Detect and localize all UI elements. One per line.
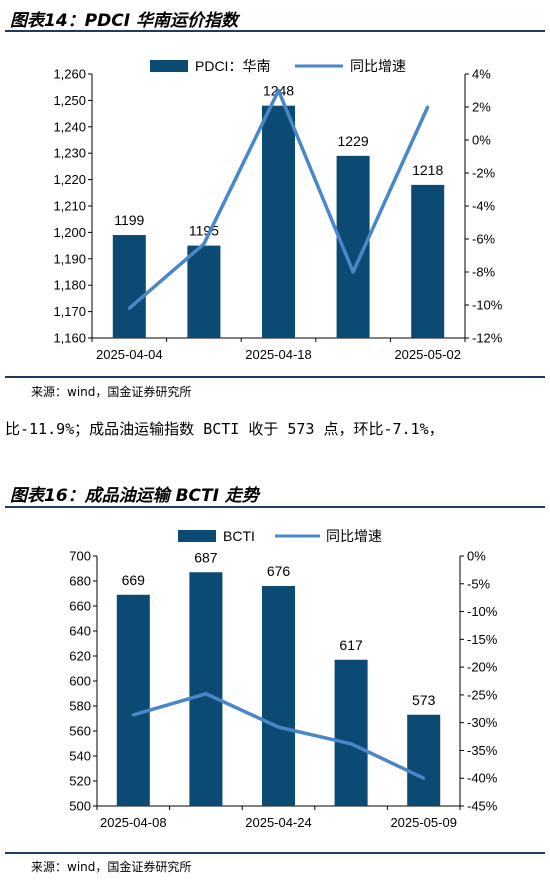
chart1-y2-tick-label: -6% xyxy=(472,232,496,247)
chart1-y-tick-label: 1,190 xyxy=(53,251,86,266)
chart1-bar xyxy=(112,235,146,338)
chart1-y2-tick-label: -2% xyxy=(472,166,496,181)
chart2-y-tick-label: 700 xyxy=(69,549,91,564)
chart2-title: 图表16：成品油运输 BCTI 走势 xyxy=(10,486,259,506)
chart2-y-tick-label: 580 xyxy=(69,699,91,714)
chart2-yoy-point xyxy=(422,776,426,780)
chart2-y2-tick-label: -20% xyxy=(467,660,498,675)
chart1-y2-tick-label: 0% xyxy=(472,133,491,148)
chart2-y2-tick-label: -15% xyxy=(467,632,498,647)
chart1-legend-bar-swatch xyxy=(150,60,188,72)
chart1-yoy-point xyxy=(127,306,131,310)
chart2-y-tick-label: 500 xyxy=(69,799,91,814)
chart1-source: 来源：wind，国金证券研究所 xyxy=(31,385,192,399)
chart1-svg: PDCI：华南 同比增速 1,160 1,170 1,180 1,190 1,200 1,21… xyxy=(53,58,503,362)
chart1-y-tick-label: 1,260 xyxy=(53,67,86,82)
chart1-y-tick-label: 1,250 xyxy=(53,93,86,108)
chart2-y-tick-label: 660 xyxy=(69,599,91,614)
chart1-y-tick-label: 1,240 xyxy=(53,119,86,134)
chart2-y2-tick-label: -10% xyxy=(467,604,498,619)
chart2-y2-tick-label: -45% xyxy=(467,799,498,814)
chart2-x-tick-label: 2025-04-08 xyxy=(100,815,167,830)
chart2-y-tick-label: 680 xyxy=(69,574,91,589)
chart1-y-tick-label: 1,170 xyxy=(53,304,86,319)
chart1-x-tick-label: 2025-04-04 xyxy=(96,347,163,362)
chart2-y2-tick-label: -40% xyxy=(467,771,498,786)
chart1-y2-tick-label: -8% xyxy=(472,265,496,280)
chart1-y2-tick-label: -10% xyxy=(472,298,503,313)
chart2-x-tick-label: 2025-05-09 xyxy=(390,815,457,830)
chart2-y2-tick-label: 0% xyxy=(467,549,486,564)
chart2-legend-bar-swatch xyxy=(178,530,216,542)
chart2-yoy-point xyxy=(349,742,353,746)
chart2-y2-tick-label: -30% xyxy=(467,715,498,730)
chart1-yoy-point xyxy=(202,242,206,246)
chart2-data-label: 676 xyxy=(267,563,291,579)
chart2-source: 来源：wind，国金证券研究所 xyxy=(31,860,192,874)
chart1-y-tick-label: 1,200 xyxy=(53,225,86,240)
chart1-y-tick-label: 1,160 xyxy=(53,331,86,346)
chart2-legend-bar-label: BCTI xyxy=(223,528,255,544)
chart2-y2-tick-label: -35% xyxy=(467,743,498,758)
body-text: 比-11.9%；成品油运输指数 BCTI 收于 573 点，环比-7.1%， xyxy=(5,420,444,438)
chart2-y-tick-label: 620 xyxy=(69,649,91,664)
chart2-yoy-point xyxy=(277,725,280,729)
chart2-data-label: 617 xyxy=(339,637,363,653)
chart2-yoy-point xyxy=(131,713,135,717)
chart1-y2-tick-label: 2% xyxy=(472,100,491,115)
chart1-x-tick-label: 2025-04-18 xyxy=(245,347,312,362)
chart2-x-tick-label: 2025-04-24 xyxy=(245,815,312,830)
chart2-bar xyxy=(407,714,441,806)
chart2-y-tick-label: 520 xyxy=(69,774,91,789)
chart1-x-tick-label: 2025-05-02 xyxy=(394,347,461,362)
chart2-yoy-point xyxy=(204,692,208,696)
chart1-legend-bar-label: PDCI：华南 xyxy=(195,58,270,74)
chart1-legend-line-label: 同比增速 xyxy=(350,58,406,74)
chart1-top-rule xyxy=(5,30,545,32)
chart2-top-rule xyxy=(5,506,545,508)
chart2-y-tick-label: 600 xyxy=(69,674,91,689)
chart1-y-tick-label: 1,220 xyxy=(53,172,86,187)
chart1-bar xyxy=(411,184,445,338)
chart2-data-label: 669 xyxy=(122,572,146,588)
chart1-yoy-point xyxy=(277,89,280,92)
chart2-y-tick-label: 560 xyxy=(69,724,91,739)
chart1-y2-tick-label: -4% xyxy=(472,199,496,214)
chart2-bar xyxy=(189,572,223,806)
chart1-data-label: 1229 xyxy=(338,133,369,149)
chart2-bar xyxy=(116,594,150,806)
chart2-y2-tick-label: -25% xyxy=(467,687,498,702)
chart2-y-tick-label: 640 xyxy=(69,624,91,639)
chart2-data-label: 573 xyxy=(412,692,436,708)
chart1-title: 图表14：PDCI 华南运价指数 xyxy=(10,11,238,31)
chart1-y-tick-label: 1,210 xyxy=(53,199,86,214)
chart1-bottom-rule xyxy=(5,376,545,378)
chart1-data-label: 1218 xyxy=(412,162,443,178)
chart1-y-tick-label: 1,180 xyxy=(53,278,86,293)
chart2-data-label: 687 xyxy=(194,549,218,565)
chart1-yoy-point xyxy=(426,105,430,109)
chart1-bar xyxy=(187,245,221,338)
chart2-bar xyxy=(334,659,368,806)
chart1-data-label: 1199 xyxy=(114,212,144,228)
chart1-yoy-point xyxy=(351,270,355,274)
chart2-y2-tick-label: -5% xyxy=(467,576,491,591)
chart2-legend-line-label: 同比增速 xyxy=(326,528,382,544)
chart1-y-tick-label: 1,230 xyxy=(53,146,86,161)
chart2-y-tick-label: 540 xyxy=(69,749,91,764)
chart2-svg: BCTI 同比增速 500 520 540 560 580 600 620 640 660 680 70… xyxy=(69,528,498,830)
chart1-y2-tick-label: -12% xyxy=(472,331,503,346)
chart1-y2-tick-label: 4% xyxy=(472,67,491,82)
chart2-bottom-rule xyxy=(5,852,545,854)
chart2-bar xyxy=(262,586,295,806)
chart1-bar xyxy=(262,105,295,339)
